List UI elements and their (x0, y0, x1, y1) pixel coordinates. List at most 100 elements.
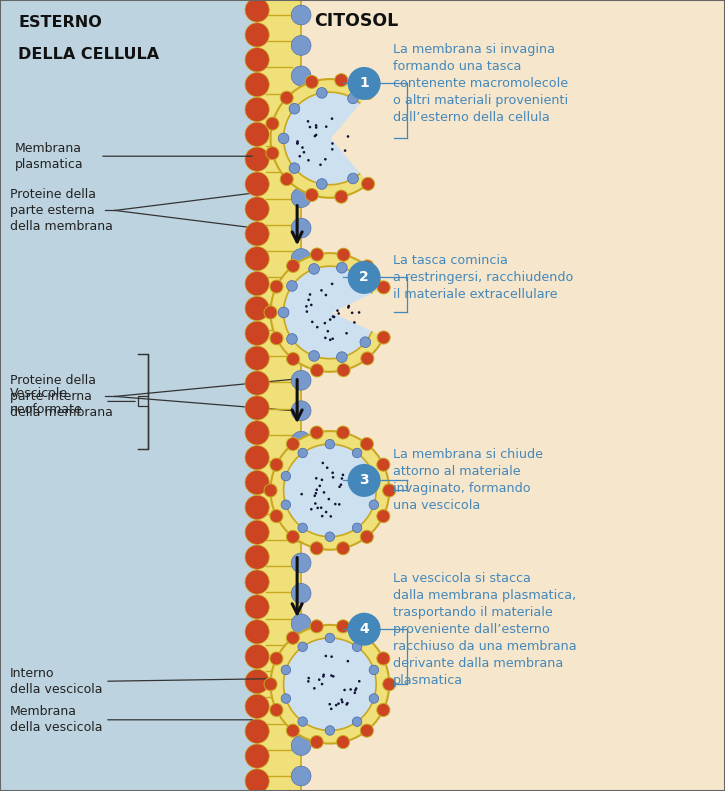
Circle shape (328, 498, 330, 501)
Circle shape (291, 645, 311, 664)
Circle shape (369, 665, 378, 675)
Circle shape (291, 36, 311, 55)
Circle shape (305, 305, 307, 308)
Circle shape (245, 123, 269, 146)
Text: La tasca comincia
a restringersi, racchiudendo
il materiale extracellulare: La tasca comincia a restringersi, racchi… (393, 254, 573, 301)
Circle shape (291, 248, 311, 268)
Circle shape (245, 371, 269, 396)
Circle shape (362, 177, 375, 191)
Circle shape (309, 263, 320, 274)
Circle shape (325, 511, 328, 513)
Circle shape (298, 642, 307, 652)
Circle shape (336, 426, 349, 439)
Circle shape (360, 724, 373, 737)
Circle shape (315, 127, 318, 129)
Circle shape (332, 675, 335, 678)
Circle shape (245, 172, 269, 196)
Circle shape (347, 305, 350, 308)
Circle shape (310, 248, 323, 261)
Circle shape (245, 694, 269, 718)
Circle shape (307, 680, 310, 683)
Circle shape (336, 542, 349, 554)
Circle shape (291, 553, 311, 573)
Circle shape (341, 701, 344, 703)
Circle shape (355, 687, 357, 690)
Circle shape (245, 595, 269, 619)
Circle shape (291, 66, 311, 85)
Circle shape (245, 669, 269, 694)
Circle shape (326, 330, 329, 332)
Circle shape (283, 444, 376, 536)
Circle shape (315, 477, 318, 479)
Circle shape (281, 665, 291, 675)
Circle shape (307, 298, 310, 301)
Circle shape (245, 495, 269, 520)
Circle shape (344, 149, 347, 152)
Circle shape (307, 120, 310, 123)
Circle shape (245, 471, 269, 494)
Circle shape (337, 364, 350, 377)
Circle shape (245, 619, 269, 644)
Circle shape (349, 688, 352, 691)
Circle shape (331, 656, 333, 658)
Circle shape (343, 689, 346, 691)
Circle shape (270, 703, 283, 717)
Circle shape (323, 491, 326, 494)
Bar (279, 0, 725, 791)
Text: La membrana si chiude
attorno al materiale
invaginato, formando
una vescicola: La membrana si chiude attorno al materia… (393, 448, 542, 513)
Circle shape (315, 492, 318, 494)
Circle shape (309, 126, 311, 128)
Circle shape (323, 322, 326, 324)
Circle shape (245, 221, 269, 246)
Text: 2: 2 (360, 271, 369, 285)
Circle shape (305, 310, 308, 313)
Circle shape (347, 613, 381, 645)
Text: Interno
della vescicola: Interno della vescicola (10, 667, 102, 696)
Circle shape (315, 124, 318, 127)
Circle shape (291, 187, 311, 207)
Circle shape (336, 309, 339, 312)
Circle shape (369, 694, 378, 703)
Circle shape (339, 483, 342, 486)
Circle shape (325, 293, 327, 297)
Circle shape (245, 271, 269, 296)
Circle shape (347, 660, 349, 663)
Circle shape (348, 93, 358, 104)
Text: CITOSOL: CITOSOL (314, 12, 398, 30)
Circle shape (377, 509, 390, 523)
Circle shape (314, 134, 316, 138)
Text: Membrana
della vescicola: Membrana della vescicola (10, 706, 102, 734)
Circle shape (314, 502, 317, 505)
Circle shape (325, 125, 328, 128)
Circle shape (326, 467, 328, 469)
Circle shape (353, 321, 356, 324)
Circle shape (291, 218, 311, 238)
Circle shape (266, 117, 279, 131)
Circle shape (291, 340, 311, 360)
Circle shape (347, 464, 381, 497)
Circle shape (347, 67, 381, 100)
Circle shape (340, 698, 343, 701)
Circle shape (345, 332, 348, 335)
Circle shape (331, 142, 334, 145)
Circle shape (347, 261, 381, 294)
Circle shape (325, 726, 335, 736)
Circle shape (245, 396, 269, 420)
Circle shape (324, 336, 327, 339)
Circle shape (301, 146, 304, 149)
Circle shape (270, 652, 283, 665)
Circle shape (320, 289, 323, 292)
Circle shape (310, 542, 323, 554)
Circle shape (286, 724, 299, 737)
Circle shape (280, 91, 293, 104)
Circle shape (245, 769, 269, 791)
Circle shape (332, 476, 334, 479)
Circle shape (245, 321, 269, 346)
Circle shape (245, 520, 269, 544)
Circle shape (291, 584, 311, 604)
Circle shape (289, 163, 299, 173)
Circle shape (331, 148, 334, 150)
Circle shape (383, 484, 396, 497)
Circle shape (302, 151, 305, 153)
Circle shape (270, 331, 283, 345)
